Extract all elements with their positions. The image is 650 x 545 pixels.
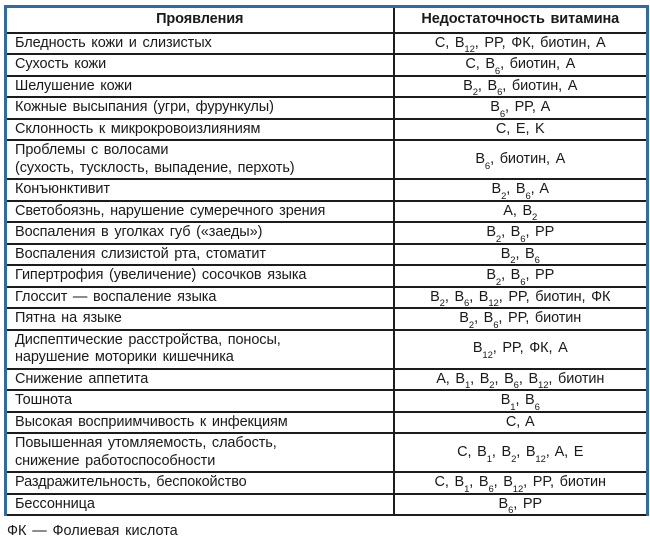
manifestation-cell: Воспаления в уголках губ («заеды»)	[4, 221, 395, 245]
vitamins-cell: C, B1, B2, B12, A, E	[392, 432, 649, 473]
table-row: Пятна на языке B2, B6, PP, биотин	[4, 307, 649, 331]
table-row: Диспептические расстройства, поносы, нар…	[4, 328, 649, 370]
table-row: Гипертрофия (увеличение) сосочков языка B…	[4, 264, 649, 288]
header-row: Проявления Недостаточность витамина	[4, 5, 649, 34]
table-row: Глоссит — воспаление языка B2, B6, B12, P…	[4, 285, 649, 309]
manifestation-cell: Склонность к микрокровоизлияниям	[4, 117, 395, 141]
manifestation-cell: Шелушение кожи	[4, 74, 395, 98]
manifestation-cell: Тошнота	[4, 389, 395, 413]
vitamins-cell: B2, B6, PP, биотин	[392, 307, 649, 331]
manifestation-cell: Высокая восприимчивость к инфекциям	[4, 410, 395, 434]
table-row: Воспаления в уголках губ («заеды») B2, B6…	[4, 221, 649, 245]
manifestation-cell: Гипертрофия (увеличение) сосочков языка	[4, 264, 395, 288]
table-row: Конъюнктивит B2, B6, A	[4, 178, 649, 202]
table-row: Бледность кожи и слизистых C, B12, PP, ФК…	[4, 31, 649, 55]
vitamins-cell: C, E, K	[392, 117, 649, 141]
manifestation-cell: Проблемы с волосами (сухость, тусклость,…	[4, 139, 395, 180]
table-row: Склонность к микрокровоизлияниям C, E, K	[4, 117, 649, 141]
table-row: Повышенная утомляемость, слабость, сниже…	[4, 432, 649, 473]
manifestation-cell: Пятна на языке	[4, 307, 395, 331]
manifestation-cell: Сухость кожи	[4, 53, 395, 77]
column-header-manifestations: Проявления	[4, 5, 395, 34]
manifestation-cell: Бледность кожи и слизистых	[4, 31, 395, 55]
manifestation-cell: Раздражительность, беспокойство	[4, 471, 395, 495]
vitamins-cell: B6, биотин, A	[392, 139, 649, 180]
table-row: Воспаления слизистой рта, стоматит B2, B6	[4, 242, 649, 266]
table-row: Проблемы с волосами (сухость, тусклость,…	[4, 139, 649, 180]
vitamins-cell: C, B6, биотин, A	[392, 53, 649, 77]
vitamins-cell: B12, PP, ФК, A	[392, 328, 649, 370]
manifestation-cell: Снижение аппетита	[4, 367, 395, 391]
table-row: Высокая восприимчивость к инфекциям C, A	[4, 410, 649, 434]
table-row: Кожные высыпания (угри, фурункулы) B6, PP…	[4, 96, 649, 120]
table-row: Раздражительность, беспокойство C, B1, B6…	[4, 471, 649, 495]
table-row: Сухость кожи C, B6, биотин, A	[4, 53, 649, 77]
manifestation-cell: Глоссит — воспаление языка	[4, 285, 395, 309]
vitamins-cell: B2, B6, PP	[392, 264, 649, 288]
table-row: Бессонница B6, PP	[4, 492, 649, 516]
footnote: ФК — Фолиевая кислота	[7, 523, 178, 539]
vitamins-cell: B2, B6, PP	[392, 221, 649, 245]
table-body: Бледность кожи и слизистых C, B12, PP, ФК…	[4, 31, 649, 516]
manifestation-cell: Диспептические расстройства, поносы, нар…	[4, 328, 395, 370]
manifestation-cell: Конъюнктивит	[4, 178, 395, 202]
vitamins-cell: B2, B6, B12, PP, биотин, ФК	[392, 285, 649, 309]
table-row: Снижение аппетита A, B1, B2, B6, B12, био…	[4, 367, 649, 391]
manifestation-cell: Светобоязнь, нарушение сумеречного зрени…	[4, 199, 395, 223]
vitamins-cell: B1, B6	[392, 389, 649, 413]
vitamin-deficiency-table: Проявления Недостаточность витамина Блед…	[4, 5, 649, 516]
vitamins-cell: B6, PP	[392, 492, 649, 516]
table-row: Шелушение кожи B2, B6, биотин, A	[4, 74, 649, 98]
vitamins-cell: B2, B6, биотин, A	[392, 74, 649, 98]
vitamins-cell: B2, B6	[392, 242, 649, 266]
table-row: Светобоязнь, нарушение сумеречного зрени…	[4, 199, 649, 223]
column-header-vitamin-deficiency: Недостаточность витамина	[392, 5, 649, 34]
table-row: Тошнота B1, B6	[4, 389, 649, 413]
manifestation-cell: Бессонница	[4, 492, 395, 516]
vitamins-cell: C, A	[392, 410, 649, 434]
manifestation-cell: Воспаления слизистой рта, стоматит	[4, 242, 395, 266]
vitamins-cell: B6, PP, A	[392, 96, 649, 120]
vitamins-cell: C, B12, PP, ФК, биотин, A	[392, 31, 649, 55]
vitamins-cell: B2, B6, A	[392, 178, 649, 202]
vitamins-cell: C, B1, B6, B12, PP, биотин	[392, 471, 649, 495]
manifestation-cell: Повышенная утомляемость, слабость, сниже…	[4, 432, 395, 473]
vitamins-cell: A, B2	[392, 199, 649, 223]
manifestation-cell: Кожные высыпания (угри, фурункулы)	[4, 96, 395, 120]
vitamins-cell: A, B1, B2, B6, B12, биотин	[392, 367, 649, 391]
